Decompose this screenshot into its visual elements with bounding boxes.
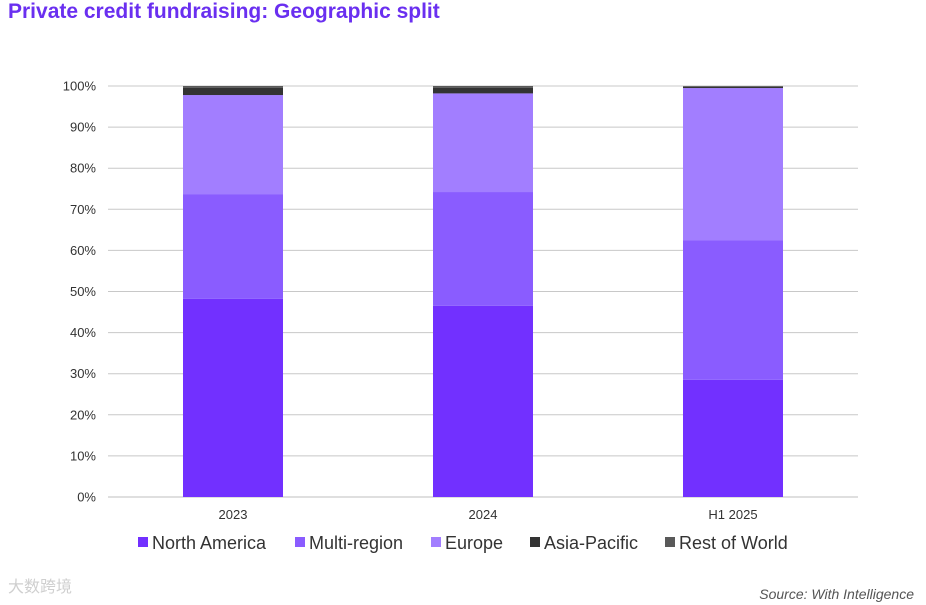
x-tick-label: H1 2025 — [708, 507, 757, 522]
bar-segment-multi-region — [683, 240, 783, 380]
legend-label: Rest of World — [679, 533, 788, 553]
watermark: 大数跨境 — [8, 577, 73, 596]
y-tick-label: 30% — [70, 366, 96, 381]
bar-segment-north-america — [433, 305, 533, 497]
bar-segment-north-america — [683, 379, 783, 497]
legend-label: Europe — [445, 533, 503, 553]
bars — [183, 86, 783, 497]
y-tick-label: 50% — [70, 284, 96, 299]
bar-segment-rest-of-world — [683, 86, 783, 87]
x-axis-ticks: 2023 2024 H1 2025 — [219, 507, 758, 522]
legend-swatch — [295, 537, 305, 547]
y-axis-ticks: 0% 10% 20% 30% 40% 50% 60% 70% 80% 90% 100% — [63, 79, 97, 505]
bar-segment-europe — [433, 93, 533, 193]
bar-segment-asia-pacific — [433, 87, 533, 94]
y-tick-label: 0% — [77, 490, 96, 505]
x-tick-label: 2023 — [219, 507, 248, 522]
bar-segment-north-america — [183, 298, 283, 497]
legend: North America Multi-region Europe Asia-Paci… — [138, 533, 788, 553]
bar-segment-asia-pacific — [683, 86, 783, 89]
legend-label: Multi-region — [309, 533, 403, 553]
legend-swatch — [431, 537, 441, 547]
y-tick-label: 10% — [70, 448, 96, 463]
bar-segment-multi-region — [183, 194, 283, 299]
legend-swatch — [138, 537, 148, 547]
y-tick-label: 60% — [70, 243, 96, 258]
y-tick-label: 40% — [70, 325, 96, 340]
y-tick-label: 90% — [70, 120, 96, 135]
bar-segment-europe — [683, 88, 783, 241]
bar-segment-rest-of-world — [183, 86, 283, 88]
legend-label: Asia-Pacific — [544, 533, 638, 553]
legend-label: North America — [152, 533, 267, 553]
source-note: Source: With Intelligence — [759, 586, 914, 602]
y-tick-label: 20% — [70, 407, 96, 422]
bar-segment-europe — [183, 95, 283, 195]
bar-segment-asia-pacific — [183, 87, 283, 96]
y-tick-label: 100% — [63, 79, 97, 94]
legend-swatch — [665, 537, 675, 547]
bar-segment-multi-region — [433, 192, 533, 306]
bar-segment-rest-of-world — [433, 86, 533, 88]
y-tick-label: 70% — [70, 202, 96, 217]
x-tick-label: 2024 — [469, 507, 498, 522]
chart-title: Private credit fundraising: Geographic s… — [8, 0, 440, 23]
y-tick-label: 80% — [70, 161, 96, 176]
legend-swatch — [530, 537, 540, 547]
